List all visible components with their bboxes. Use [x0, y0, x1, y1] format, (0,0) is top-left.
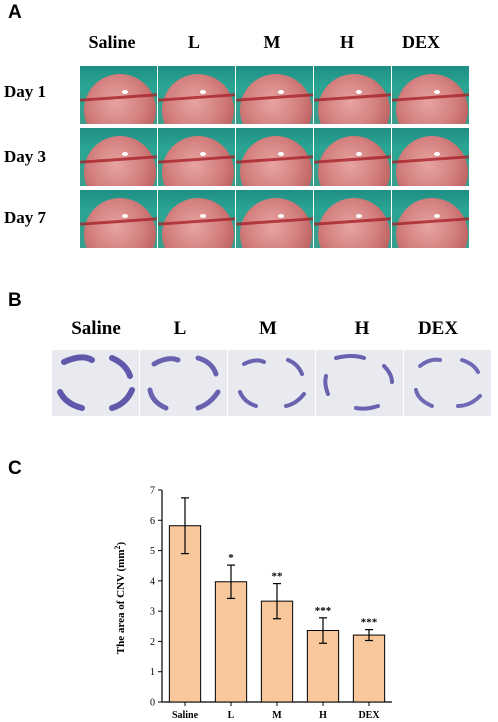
eye-photo-h-day3	[314, 128, 391, 186]
y-tick-label-4: 4	[150, 576, 155, 587]
panel-a-letter: A	[8, 2, 22, 23]
panel-a-row-day1: Day 1	[4, 82, 47, 101]
significance-dex: ***	[361, 617, 378, 629]
eye-photo-m-day1	[236, 66, 313, 124]
y-tick-label-6: 6	[150, 516, 155, 527]
y-axis-title-sup: 2	[113, 545, 122, 549]
eye-photo-dex-day1	[392, 66, 469, 124]
panel-b-col-h: H	[354, 318, 370, 339]
eye-photo-h-day7	[314, 190, 391, 248]
flatmount-h	[316, 350, 403, 416]
flatmount-dex	[404, 350, 491, 416]
y-tick-label-1: 1	[150, 667, 155, 678]
significance-l: *	[228, 552, 234, 564]
eye-photo-h-day1	[314, 66, 391, 124]
eye-photo-dex-day3	[392, 128, 469, 186]
panel-b-col-m: M	[259, 318, 277, 339]
y-axis-title: The area of CNV (mm2)	[113, 541, 127, 654]
y-tick-label-5: 5	[150, 546, 155, 557]
eye-photo-l-day1	[158, 66, 235, 124]
bar-l	[214, 581, 248, 703]
panel-b-col-saline: Saline	[71, 318, 121, 339]
panel-a-row-day3: Day 3	[4, 147, 47, 166]
x-axis: Saline L M H DEX	[162, 701, 392, 721]
eye-photo-m-day3	[236, 128, 313, 186]
panel-a-col-l: L	[187, 32, 200, 52]
panel-b-col-l: L	[173, 318, 187, 339]
bars: *********	[168, 497, 386, 703]
panel-b-letter: B	[8, 290, 22, 311]
significance-m: **	[272, 571, 284, 583]
significance-h: ***	[315, 605, 332, 617]
eye-photo-l-day7	[158, 190, 235, 248]
y-tick-label-3: 3	[150, 607, 155, 618]
eye-photo-dex-day7	[392, 190, 469, 248]
eye-photo-l-day3	[158, 128, 235, 186]
x-tick-label-m: M	[272, 710, 282, 721]
x-tick-label-h: H	[319, 710, 327, 721]
eye-photo-m-day7	[236, 190, 313, 248]
eye-photo-saline-day3	[80, 128, 157, 186]
panel-a-col-h: H	[339, 32, 354, 52]
bar-dex	[352, 634, 386, 703]
panel-a-col-m: M	[263, 32, 281, 52]
y-tick-label-0: 0	[150, 698, 155, 709]
cnv-area-bar-chart: The area of CNV (mm2) 0 1 2 3 4 5 6 7 Saline L M H…	[113, 486, 392, 721]
y-axis-title-end: )	[115, 541, 127, 545]
eye-photo-saline-day1	[80, 66, 157, 124]
y-tick-label-7: 7	[150, 486, 155, 497]
flatmount-m	[228, 350, 315, 416]
panel-a-col-saline: Saline	[88, 32, 136, 52]
x-tick-label-l: L	[228, 710, 235, 721]
y-axis: 0 1 2 3 4 5 6 7	[150, 486, 163, 709]
panel-c-letter: C	[8, 458, 22, 479]
panel-a-row-day7: Day 7	[4, 208, 47, 227]
x-tick-label-dex: DEX	[358, 710, 380, 721]
x-tick-label-saline: Saline	[172, 710, 199, 721]
eye-photo-saline-day7	[80, 190, 157, 248]
panel-a-col-dex: DEX	[401, 32, 440, 52]
flatmount-l	[140, 350, 227, 416]
y-tick-label-2: 2	[150, 637, 155, 648]
panel-b-col-dex: DEX	[417, 318, 459, 339]
flatmount-saline	[52, 350, 139, 416]
bar-saline	[168, 525, 202, 703]
